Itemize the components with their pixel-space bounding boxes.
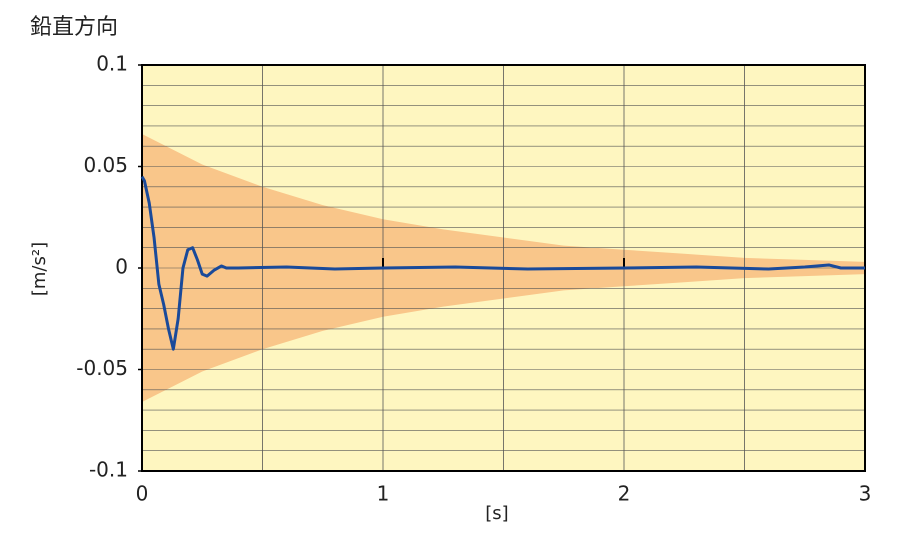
y-tick-label: 0 <box>115 255 128 279</box>
chart-title: 鉛直方向 <box>30 15 118 40</box>
x-tick-label: 0 <box>136 482 149 506</box>
y-tick-label: -0.05 <box>76 356 128 380</box>
y-tick-label: -0.1 <box>89 458 128 482</box>
signal-line <box>140 175 865 351</box>
x-axis-label: [s] <box>485 503 508 524</box>
x-tick-label: 2 <box>618 482 631 506</box>
x-tick-label: 1 <box>377 482 390 506</box>
y-tick-label: 0.1 <box>96 52 128 76</box>
y-tick-label: 0.05 <box>83 153 128 177</box>
x-tick-label: 3 <box>859 482 872 506</box>
y-axis-label: [m/s²] <box>29 242 50 296</box>
